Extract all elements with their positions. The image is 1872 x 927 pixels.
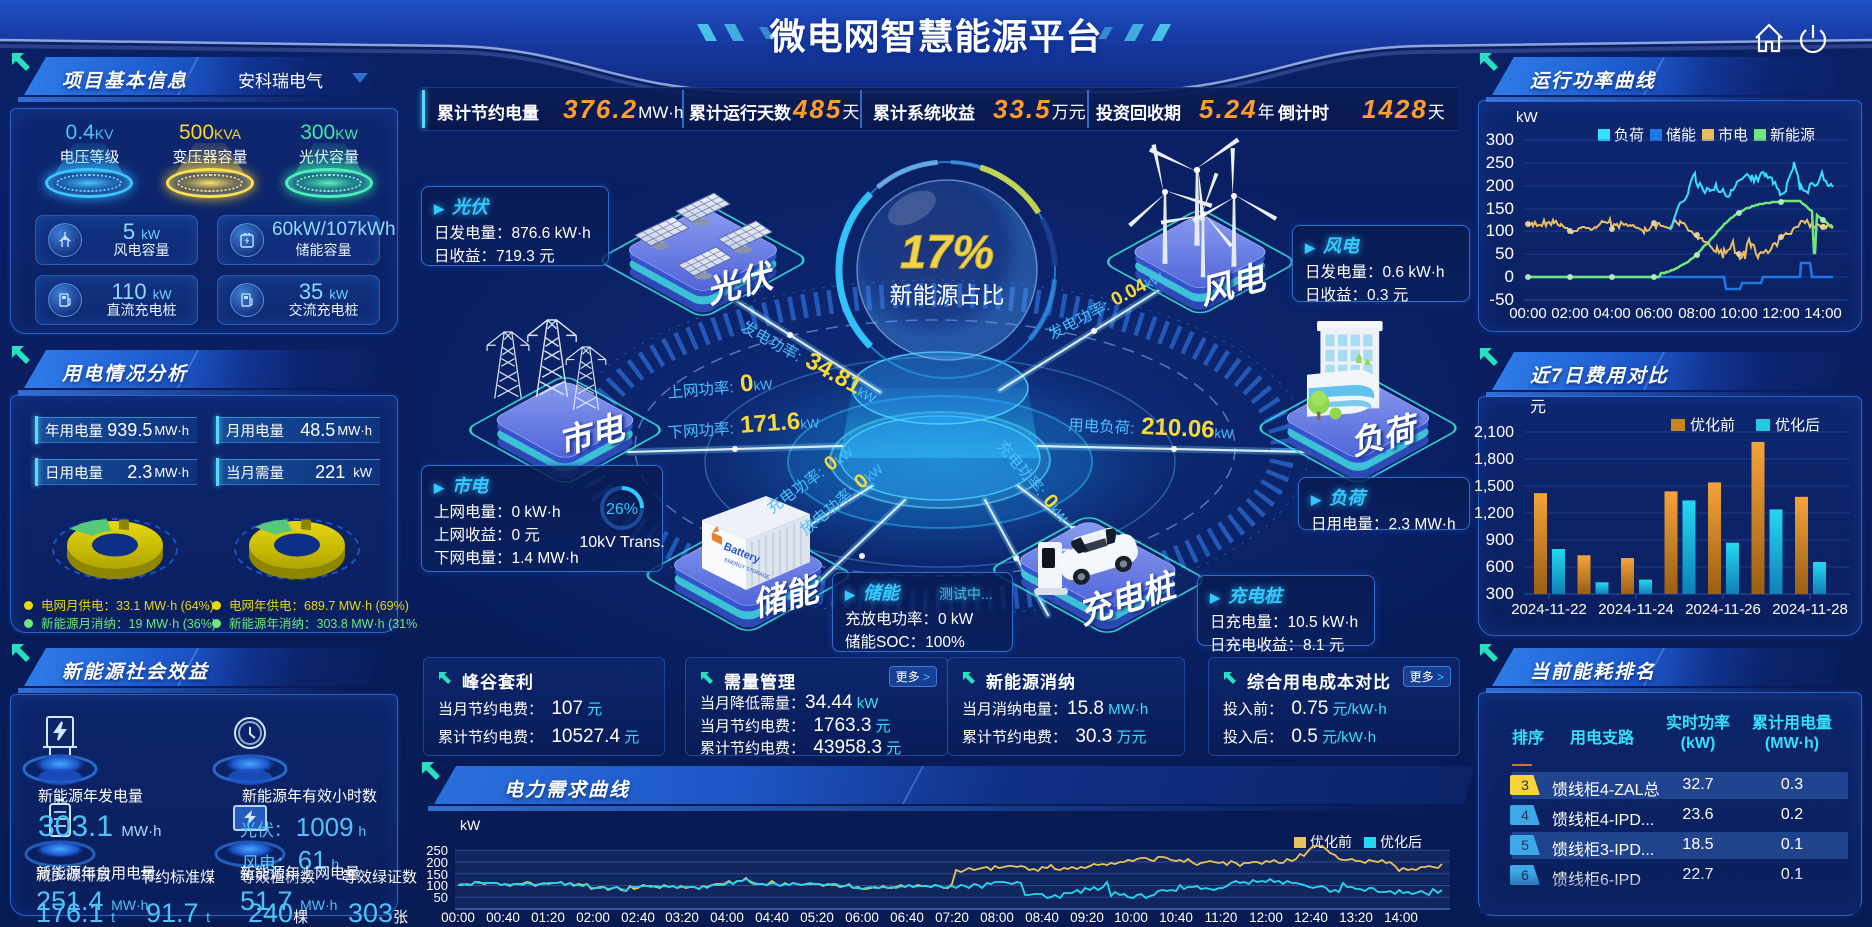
svg-text:13:20: 13:20 — [1339, 910, 1373, 925]
svg-text:11:20: 11:20 — [1205, 910, 1238, 925]
svg-text:03:20: 03:20 — [665, 910, 699, 925]
svg-text:50: 50 — [434, 890, 448, 905]
svg-text:2024-11-22: 2024-11-22 — [1511, 601, 1587, 618]
svg-text:优化后: 优化后 — [1775, 417, 1820, 434]
svg-text:06:40: 06:40 — [890, 910, 924, 925]
svg-text:2024-11-24: 2024-11-24 — [1598, 601, 1674, 618]
svg-text:07:20: 07:20 — [935, 910, 969, 925]
svg-text:02:00: 02:00 — [576, 910, 610, 925]
svg-text:元: 元 — [1530, 399, 1546, 416]
svg-text:2,100: 2,100 — [1474, 424, 1514, 441]
svg-text:2024-11-26: 2024-11-26 — [1685, 601, 1761, 618]
svg-text:100: 100 — [426, 878, 448, 893]
svg-text:250: 250 — [426, 843, 448, 858]
svg-text:微电网智慧能源平台: 微电网智慧能源平台 — [768, 16, 1102, 57]
svg-text:150: 150 — [426, 867, 448, 882]
svg-text:06:00: 06:00 — [845, 910, 879, 925]
svg-text:1,200: 1,200 — [1474, 505, 1514, 522]
svg-text:2024-11-28: 2024-11-28 — [1772, 601, 1848, 618]
svg-text:04:00: 04:00 — [710, 910, 744, 925]
svg-text:1,800: 1,800 — [1474, 451, 1514, 468]
svg-text:200: 200 — [426, 855, 448, 870]
svg-text:04:40: 04:40 — [755, 910, 789, 925]
svg-text:优化前: 优化前 — [1310, 834, 1352, 850]
svg-text:17%: 17% — [900, 225, 994, 278]
svg-text:05:20: 05:20 — [800, 910, 834, 925]
svg-text:12:40: 12:40 — [1294, 910, 1328, 925]
svg-text:00:00: 00:00 — [441, 910, 475, 925]
svg-text:优化后: 优化后 — [1380, 834, 1422, 850]
svg-text:1,500: 1,500 — [1474, 478, 1514, 495]
svg-text:新能源占比: 新能源占比 — [890, 282, 1005, 308]
svg-text:26%: 26% — [606, 501, 638, 518]
svg-text:09:20: 09:20 — [1070, 910, 1104, 925]
svg-text:300: 300 — [1486, 584, 1514, 603]
svg-text:10:40: 10:40 — [1159, 910, 1193, 925]
svg-text:优化前: 优化前 — [1690, 417, 1735, 434]
svg-text:600: 600 — [1486, 557, 1514, 576]
svg-text:14:00: 14:00 — [1384, 910, 1418, 925]
svg-text:02:40: 02:40 — [621, 910, 655, 925]
svg-text:08:00: 08:00 — [980, 910, 1014, 925]
svg-text:10:00: 10:00 — [1114, 910, 1148, 925]
svg-text:01:20: 01:20 — [531, 910, 565, 925]
svg-text:08:40: 08:40 — [1025, 910, 1059, 925]
svg-text:10kV Trans.: 10kV Trans. — [580, 534, 665, 551]
svg-text:12:00: 12:00 — [1249, 910, 1283, 925]
svg-text:00:40: 00:40 — [486, 910, 520, 925]
svg-text:kW: kW — [460, 817, 481, 833]
svg-text:900: 900 — [1486, 530, 1514, 549]
